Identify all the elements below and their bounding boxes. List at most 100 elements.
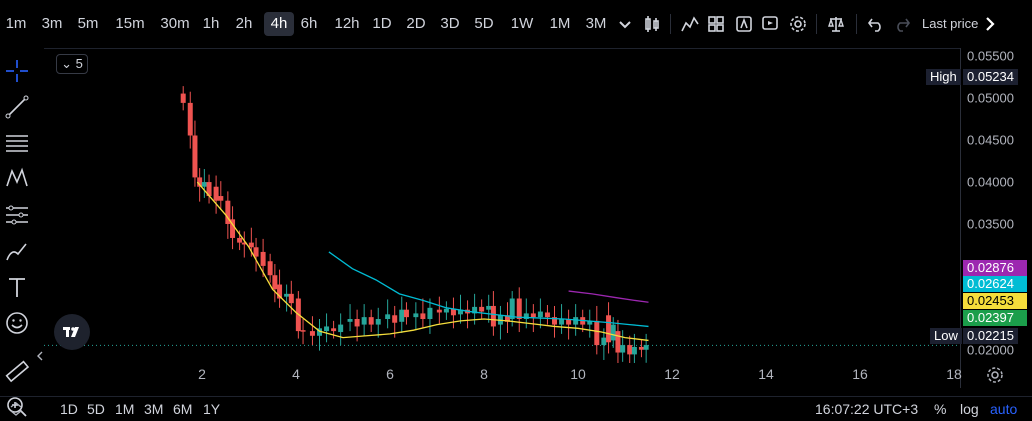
candle-body xyxy=(267,261,273,276)
timeframe-1h[interactable]: 1h xyxy=(202,15,220,32)
auto-toggle[interactable]: auto xyxy=(990,401,1018,417)
last-price-toggle[interactable]: Last price xyxy=(922,16,979,31)
timeframe-15m[interactable]: 15m xyxy=(115,15,145,32)
candle-body xyxy=(427,307,433,319)
tradingview-logo[interactable] xyxy=(54,314,90,350)
timeframe-12h[interactable]: 12h xyxy=(334,15,360,32)
text-tool-icon[interactable] xyxy=(4,274,30,300)
chevron-down-icon[interactable] xyxy=(615,14,635,34)
chevron-left-icon[interactable] xyxy=(36,350,44,362)
timeframe-4h[interactable]: 4h xyxy=(264,12,294,36)
timeframe-1d[interactable]: 1D xyxy=(372,15,392,32)
last-price-label: 0.02397 xyxy=(963,310,1027,326)
candle-body xyxy=(230,219,236,238)
candle-body xyxy=(523,313,529,319)
low-value-tag: 0.02215 xyxy=(963,328,1018,344)
replay-icon[interactable] xyxy=(760,14,780,34)
date-range-icon[interactable] xyxy=(8,401,24,417)
candle-body xyxy=(347,319,353,322)
candle-body xyxy=(436,309,442,313)
chevron-right-icon[interactable] xyxy=(980,14,1000,34)
log-toggle[interactable]: log xyxy=(960,401,979,417)
candle-body xyxy=(450,308,456,316)
price-scale[interactable]: 0.05500 0.05000 0.04500 0.04000 0.03500 0.020… xyxy=(960,48,1032,388)
time-tick: 12 xyxy=(664,366,680,382)
brush-icon[interactable] xyxy=(4,238,30,264)
candle-body xyxy=(201,182,207,187)
time-tick: 14 xyxy=(758,366,774,382)
candle-body xyxy=(537,311,543,318)
gear-icon[interactable] xyxy=(788,14,808,34)
compare-scale-icon[interactable] xyxy=(826,14,846,34)
timeframe-6h[interactable]: 6h xyxy=(300,15,318,32)
time-tick: 16 xyxy=(852,366,868,382)
smiley-icon[interactable] xyxy=(4,310,30,336)
time-tick: 8 xyxy=(480,366,488,382)
ma-purple-line xyxy=(568,290,649,303)
templates-icon[interactable] xyxy=(706,14,726,34)
candle-body xyxy=(573,317,579,325)
range-3m[interactable]: 3M xyxy=(144,401,164,417)
gear-icon[interactable] xyxy=(985,365,1005,385)
time-scale[interactable]: 2 4 6 8 10 12 14 16 18 xyxy=(44,362,962,388)
range-1m[interactable]: 1M xyxy=(115,401,135,417)
candle-body xyxy=(486,305,492,310)
range-1y[interactable]: 1Y xyxy=(203,401,221,417)
candle-body xyxy=(375,319,381,325)
range-6m[interactable]: 6M xyxy=(173,401,193,417)
candle-body xyxy=(206,182,212,197)
high-value-tag: 0.05234 xyxy=(963,69,1018,85)
timeframe-2h[interactable]: 2h xyxy=(235,15,253,32)
drawing-toolbar xyxy=(0,48,43,417)
timeframe-2d[interactable]: 2D xyxy=(406,15,426,32)
timeframe-3m[interactable]: 3m xyxy=(41,15,63,32)
ma-cyan-price-label: 0.02624 xyxy=(963,276,1027,292)
candle-body xyxy=(192,135,198,178)
percent-toggle[interactable]: % xyxy=(934,401,947,417)
candle-body xyxy=(248,242,254,248)
candle-body xyxy=(638,346,644,350)
redo-icon[interactable] xyxy=(892,14,912,34)
candlestick-chart xyxy=(44,86,960,370)
timeframe-3m[interactable]: 3M xyxy=(585,15,607,32)
trend-line-icon[interactable] xyxy=(4,94,30,120)
candle-body xyxy=(479,306,485,312)
pattern-icon[interactable] xyxy=(4,166,30,192)
undo-icon[interactable] xyxy=(866,14,886,34)
time-tick: 2 xyxy=(198,366,206,382)
candle-body xyxy=(610,324,616,341)
candle-body xyxy=(225,200,231,224)
candle-body xyxy=(552,317,557,325)
timeframe-1m[interactable]: 1M xyxy=(549,15,571,32)
candle-body xyxy=(413,313,419,318)
timeframe-30m[interactable]: 30m xyxy=(160,15,190,32)
candle-body xyxy=(403,309,409,318)
candle-body xyxy=(260,251,266,266)
candle-body xyxy=(516,298,522,319)
price-tick: 0.05000 xyxy=(967,90,1014,106)
fib-retracement-icon[interactable] xyxy=(4,130,30,156)
alert-icon[interactable] xyxy=(734,14,754,34)
timeframe-5m[interactable]: 5m xyxy=(77,15,99,32)
timeframe-3d[interactable]: 3D xyxy=(440,15,460,32)
chart-pane[interactable] xyxy=(44,48,960,389)
range-1d[interactable]: 1D xyxy=(60,401,78,417)
indicators-collapse-button[interactable]: ⌄ 5 xyxy=(56,54,88,74)
indicators-icon[interactable] xyxy=(680,14,700,34)
candle-body xyxy=(354,319,360,327)
timeframe-1m[interactable]: 1m xyxy=(5,15,27,32)
range-5d[interactable]: 5D xyxy=(87,401,105,417)
timeframe-5d[interactable]: 5D xyxy=(474,15,494,32)
ruler-icon[interactable] xyxy=(4,358,30,384)
candle-body xyxy=(241,242,247,245)
candle-body xyxy=(253,247,259,257)
candle-body xyxy=(300,330,306,332)
candle-body xyxy=(277,284,283,299)
prediction-icon[interactable] xyxy=(4,202,30,228)
timeframe-1w[interactable]: 1W xyxy=(510,15,534,32)
time-tick: 6 xyxy=(386,366,394,382)
clock[interactable]: 16:07:22 UTC+3 xyxy=(815,401,919,417)
candle-body xyxy=(505,315,510,322)
crosshair-icon[interactable] xyxy=(4,58,30,84)
candlestick-icon[interactable] xyxy=(642,14,662,34)
